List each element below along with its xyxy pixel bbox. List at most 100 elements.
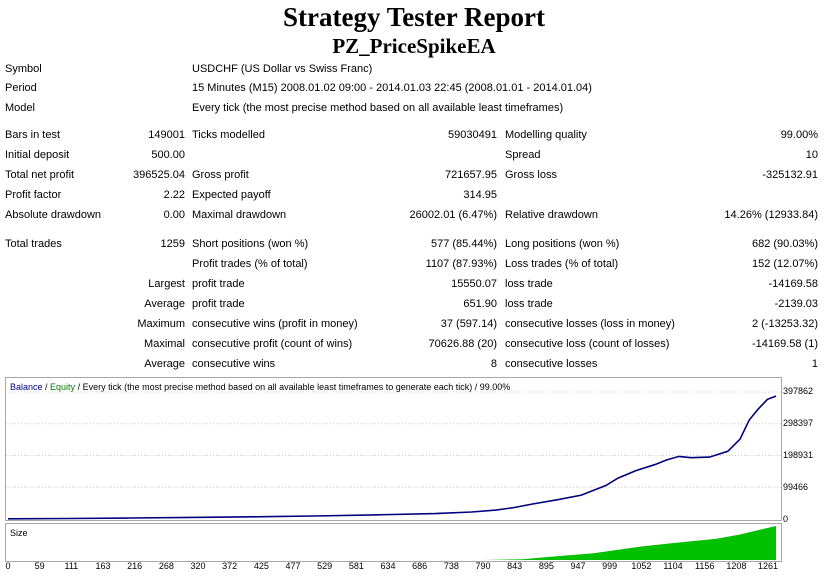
x-tick-label: 634	[380, 561, 396, 571]
x-tick-label: 581	[348, 561, 364, 571]
deposit-label: Initial deposit	[5, 149, 70, 161]
symbol-label: Symbol	[5, 63, 42, 75]
chart-header-text: / Every tick (the most precise method ba…	[75, 382, 511, 392]
maximal-label: Maximal	[144, 338, 185, 350]
deposit-value: 500.00	[151, 149, 185, 161]
period-value: 15 Minutes (M15) 2008.01.02 09:00 - 2014…	[192, 82, 592, 94]
x-tick-label: 947	[570, 561, 586, 571]
quality-value: 99.00%	[780, 129, 818, 141]
grossloss-label: Gross loss	[505, 169, 557, 181]
proftrades-label: Profit trades (% of total)	[192, 258, 308, 270]
balance-line	[7, 395, 777, 520]
size-label: Size	[10, 528, 28, 538]
grossloss-value: -325132.91	[762, 169, 818, 181]
x-tick-label: 320	[190, 561, 206, 571]
x-tick-label: 895	[538, 561, 554, 571]
average-label: Average	[144, 298, 185, 310]
largest-loss-value: -14169.58	[768, 278, 818, 290]
chart-header: Balance / Equity / Every tick (the most …	[10, 382, 510, 392]
payoff-value: 314.95	[463, 189, 497, 201]
x-tick-label: 790	[475, 561, 491, 571]
x-tick-label: 1156	[694, 561, 715, 571]
maximal-loss-label: consecutive loss (count of losses)	[505, 338, 670, 350]
avg-wins-value: 8	[490, 358, 497, 370]
x-tick-label: 216	[127, 561, 143, 571]
size-area	[8, 526, 776, 560]
symbol-value: USDCHF (US Dollar vs Swiss Franc)	[192, 63, 373, 75]
absdd-label: Absolute drawdown	[5, 209, 102, 221]
maximal-profit-label: consecutive profit (count of wins)	[192, 338, 353, 350]
proftrades-value: 1107 (87.93%)	[425, 258, 497, 270]
report-subtitle: PZ_PriceSpikeEA	[332, 34, 496, 58]
average-profit-value: 651.90	[463, 298, 497, 310]
average-loss-label: loss trade	[505, 298, 553, 310]
trades-label: Total trades	[5, 238, 62, 250]
pf-label: Profit factor	[5, 189, 62, 201]
x-tick-label: 111	[64, 561, 79, 571]
avg-losses-value: 1	[811, 358, 818, 370]
balance-plot	[6, 391, 781, 520]
maximal-profit-value: 70626.88 (20)	[428, 338, 498, 350]
largest-profit-value: 15550.07	[451, 278, 497, 290]
quality-label: Modelling quality	[505, 129, 587, 141]
reldd-value: 14.26% (12933.84)	[724, 209, 818, 221]
losstrades-label: Loss trades (% of total)	[505, 258, 619, 270]
largest-label: Largest	[148, 278, 185, 290]
x-tick-label: 372	[222, 561, 238, 571]
balance-chart: Balance / Equity / Every tick (the most …	[5, 377, 782, 521]
maxdd-label: Maximal drawdown	[192, 209, 287, 221]
x-tick-label: 1052	[631, 561, 652, 571]
largest-loss-label: loss trade	[505, 278, 553, 290]
x-tick-label: 999	[602, 561, 618, 571]
grossprofit-label: Gross profit	[192, 169, 249, 181]
size-chart: Size	[5, 523, 782, 562]
losstrades-value: 152 (12.07%)	[751, 258, 818, 270]
legend-balance: Balance	[10, 382, 43, 392]
spread-value: 10	[805, 149, 818, 161]
short-label: Short positions (won %)	[192, 238, 309, 250]
x-tick-label: 686	[412, 561, 428, 571]
x-tick-label: 268	[158, 561, 174, 571]
pf-value: 2.22	[163, 189, 185, 201]
y-tick-label: 397862	[783, 386, 814, 396]
grossprofit-value: 721657.95	[445, 169, 497, 181]
payoff-label: Expected payoff	[192, 189, 271, 201]
max-wins-value: 37 (597.14)	[440, 318, 497, 330]
absdd-value: 0.00	[163, 209, 185, 221]
x-tick-label: 1208	[726, 561, 747, 571]
trades-value: 1259	[160, 238, 185, 250]
reldd-label: Relative drawdown	[505, 209, 598, 221]
average-profit-label: profit trade	[192, 298, 245, 310]
x-tick-label: 843	[507, 561, 523, 571]
maximum-label: Maximum	[137, 318, 185, 330]
y-tick-label: 298397	[783, 418, 814, 428]
avg-wins-label: consecutive wins	[192, 358, 276, 370]
x-tick-label: 0	[5, 561, 11, 571]
ticks-label: Ticks modelled	[192, 129, 265, 141]
long-label: Long positions (won %)	[505, 238, 620, 250]
x-tick-label: 59	[34, 561, 45, 571]
x-tick-label: 1261	[757, 561, 779, 571]
avg-losses-label: consecutive losses	[505, 358, 598, 370]
model-label: Model	[5, 102, 35, 114]
largest-profit-label: profit trade	[192, 278, 245, 290]
model-value: Every tick (the most precise method base…	[192, 102, 564, 114]
y-tick-label: 198931	[783, 450, 814, 460]
maximal-loss-value: -14169.58 (1)	[751, 338, 818, 350]
x-tick-label: 738	[443, 561, 459, 571]
size-plot	[8, 526, 776, 560]
average-loss-value: -2139.03	[774, 298, 818, 310]
period-label: Period	[5, 82, 37, 94]
x-tick-label: 1104	[663, 561, 683, 571]
legend-separator: /	[42, 382, 51, 392]
bars-label: Bars in test	[5, 129, 61, 141]
report-title: Strategy Tester Report	[283, 2, 545, 32]
spread-label: Spread	[505, 149, 541, 161]
ticks-value: 59030491	[448, 129, 497, 141]
x-tick-label: 529	[317, 561, 333, 571]
x-tick-label: 477	[285, 561, 301, 571]
max-wins-label: consecutive wins (profit in money)	[192, 318, 358, 330]
maxdd-value: 26002.01 (6.47%)	[409, 209, 497, 221]
x-tick-label: 425	[253, 561, 269, 571]
max-losses-value: 2 (-13253.32)	[751, 318, 818, 330]
